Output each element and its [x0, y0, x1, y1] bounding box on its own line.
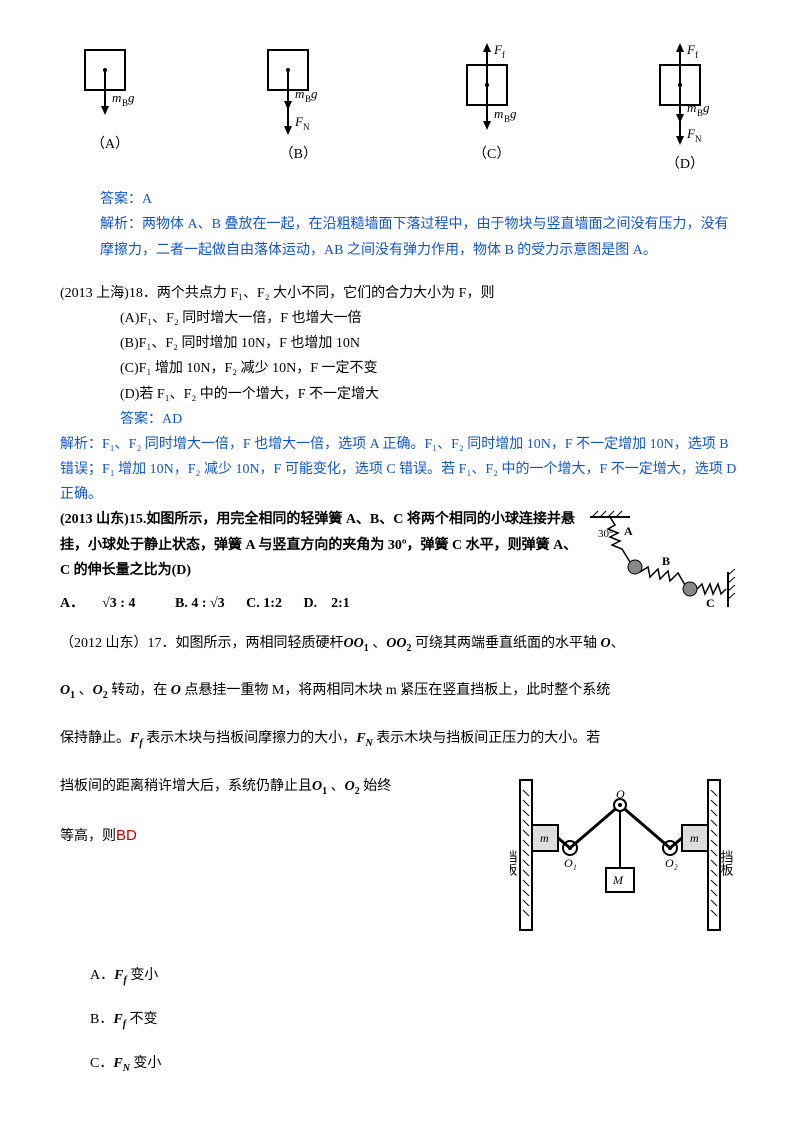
svg-text:m: m [540, 831, 549, 845]
q15-opt-c: C. 1:2 [246, 596, 282, 611]
q17-answer: BD [116, 827, 137, 844]
q17-figure: 挡板 挡板 m m O₁ O₂ [510, 770, 740, 949]
diagram-a-label: （A） [70, 132, 150, 157]
q15-figure: A 30° B C [580, 507, 740, 626]
force-diagrams-row: m B g （A） m B g F N （B） F f [60, 40, 740, 177]
q18-answer: 答案：AD [120, 407, 740, 432]
svg-text:f: f [502, 50, 505, 60]
q15-block: (2013 山东)15.如图所示，用完全相同的轻弹簧 A、B、C 将两个相同的小… [60, 507, 740, 626]
svg-text:m: m [494, 106, 503, 121]
diagram-b-svg: m B g F N [253, 40, 343, 140]
q18-opt-c: (C)F₁ 增加 10N，F₂ 减少 10N，F 一定不变 [120, 356, 740, 381]
svg-text:g: g [703, 100, 710, 115]
q17-opt-c: C．FN 变小 [90, 1047, 740, 1081]
q18-header: (2013 上海)18．两个共点力 F₁、F₂ 大小不同，它们的合力大小为 F，… [60, 281, 740, 306]
svg-text:m: m [690, 831, 699, 845]
svg-text:M: M [612, 873, 624, 887]
svg-text:O: O [616, 787, 625, 801]
svg-text:O₁: O₁ [564, 856, 577, 870]
q15-opt-d: D. 2:1 [303, 596, 349, 611]
svg-text:30°: 30° [598, 528, 613, 540]
svg-text:f: f [695, 50, 698, 60]
diagram-b: m B g F N （B） [253, 40, 343, 177]
svg-text:B: B [662, 554, 670, 568]
q17-block: （2012 山东）17．如图所示，两相同轻质硬杆OO1 、OO2 可绕其两端垂直… [60, 627, 740, 1081]
q18-opt-a: (A)F₁、F₂ 同时增大一倍，F 也增大一倍 [120, 306, 740, 331]
diagram-d: F f m B g F N （D） [640, 40, 730, 177]
diagram-c: F f m B g （C） [447, 40, 537, 177]
svg-text:挡板: 挡板 [510, 850, 518, 877]
svg-text:C: C [706, 596, 715, 610]
q18-opt-b: (B)F₁、F₂ 同时增加 10N，F 也增加 10N [120, 331, 740, 356]
q18-explain: 解析：F₁、F₂ 同时增大一倍，F 也增大一倍，选项 A 正确。F₁、F₂ 同时… [60, 432, 740, 508]
diagram-a: m B g （A） [70, 40, 150, 177]
diagram-c-svg: F f m B g [447, 40, 537, 140]
svg-text:m: m [112, 90, 121, 105]
diagram-a-svg: m B g [70, 40, 150, 130]
svg-text:g: g [311, 86, 318, 101]
diagram-d-svg: F f m B g F N [640, 40, 730, 150]
q15-text: (2013 山东)15.如图所示，用完全相同的轻弹簧 A、B、C 将两个相同的小… [60, 507, 580, 583]
diagram-c-label: （C） [447, 142, 537, 167]
svg-text:N: N [695, 134, 702, 144]
svg-text:N: N [303, 122, 310, 132]
diagram-answer: 答案：A [100, 187, 740, 212]
svg-text:m: m [295, 86, 304, 101]
diagram-explain: 解析：两物体 A、B 叠放在一起，在沿粗糙墙面下落过程中，由于物块与竖直墙面之间… [100, 212, 740, 262]
q18-opt-d: (D)若 F₁、F₂ 中的一个增大，F 不一定增大 [120, 382, 740, 407]
svg-text:m: m [687, 100, 696, 115]
svg-text:O₂: O₂ [665, 856, 678, 870]
svg-text:g: g [128, 90, 135, 105]
q17-options: A．Ff 变小 B．Ff 不变 C．FN 变小 [60, 959, 740, 1080]
q15-opt-a: A．√3 : 4 [60, 596, 153, 611]
svg-text:g: g [510, 106, 517, 121]
q17-line3: 保持静止。Ff 表示木块与挡板间摩擦力的大小，FN 表示木块与挡板间正压力的大小… [60, 722, 740, 756]
q15-options: A．√3 : 4 B. 4 : √3 C. 1:2 D. 2:1 [60, 591, 580, 616]
q17-line2: O1 、O2 转动，在 O 点悬挂一重物 M，将两相同木块 m 紧压在竖直挡板上… [60, 674, 740, 708]
svg-text:A: A [624, 524, 633, 538]
q17-opt-b: B．Ff 不变 [90, 1003, 740, 1037]
svg-text:挡板: 挡板 [719, 850, 734, 877]
q17-opt-a: A．Ff 变小 [90, 959, 740, 993]
diagram-d-label: （D） [640, 152, 730, 177]
diagram-b-label: （B） [253, 142, 343, 167]
q17-line1: （2012 山东）17．如图所示，两相同轻质硬杆OO1 、OO2 可绕其两端垂直… [60, 627, 740, 661]
q15-opt-b: B. 4 : √3 [175, 596, 225, 611]
